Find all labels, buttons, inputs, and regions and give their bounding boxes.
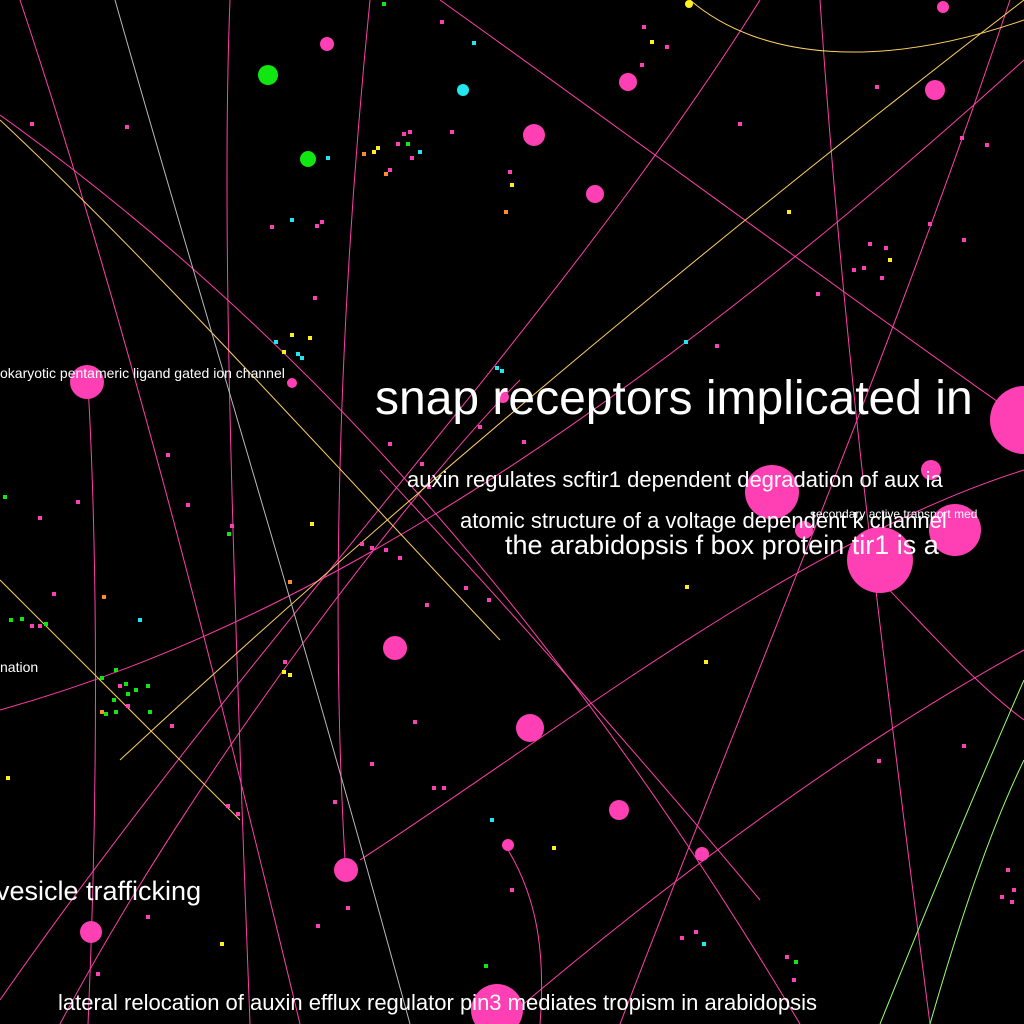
edge	[19, 0, 301, 1024]
small-nodes-green	[3, 2, 798, 968]
graph-node[interactable]	[80, 921, 102, 943]
edge	[504, 844, 543, 1024]
label-nation: nation	[0, 659, 38, 675]
graph-node[interactable]	[502, 839, 514, 851]
graph-node[interactable]	[457, 84, 469, 96]
edge	[0, 579, 241, 821]
graph-node[interactable]	[523, 124, 545, 146]
graph-node[interactable]	[300, 151, 316, 167]
graph-node[interactable]	[685, 0, 693, 8]
graph-node[interactable]	[847, 527, 913, 593]
edge	[439, 0, 1024, 421]
graph-node[interactable]	[70, 365, 104, 399]
edge	[114, 0, 411, 1024]
edge	[359, 469, 1024, 861]
graph-node[interactable]	[287, 378, 297, 388]
label-secondary-active: secondary active transport med	[810, 507, 977, 521]
graph-node[interactable]	[497, 391, 509, 403]
label-atomic-structure: atomic structure of a voltage dependent …	[460, 508, 947, 533]
nodes	[3, 0, 1024, 1024]
edge	[819, 0, 931, 1024]
graph-node[interactable]	[695, 847, 709, 861]
label-vesicle-trafficking: vesicle trafficking	[0, 876, 201, 906]
graph-node[interactable]	[471, 984, 523, 1024]
small-nodes-yellow	[6, 40, 892, 946]
small-nodes-pink	[30, 20, 1016, 982]
edge	[879, 679, 1024, 1024]
graph-node[interactable]	[990, 386, 1024, 454]
graph-node[interactable]	[609, 800, 629, 820]
edge	[499, 649, 1024, 1024]
graph-node[interactable]	[516, 714, 544, 742]
node-labels: snap receptors implicated in auxin regul…	[0, 365, 977, 1015]
small-nodes-cyan	[138, 41, 706, 946]
small-nodes-orange	[100, 152, 508, 714]
edge	[379, 469, 761, 901]
graph-node[interactable]	[320, 37, 334, 51]
graph-node[interactable]	[586, 185, 604, 203]
label-arabidopsis-fbox: the arabidopsis f box protein tir1 is a	[505, 530, 940, 560]
edge	[929, 759, 1024, 1024]
edge	[0, 59, 1024, 711]
edge	[59, 379, 521, 1024]
edge	[119, 0, 1024, 761]
graph-node[interactable]	[937, 1, 949, 13]
label-auxin-regulates: auxin regulates scftir1 dependent degrad…	[407, 467, 943, 492]
label-prokaryotic: okaryotic pentameric ligand gated ion ch…	[0, 365, 285, 381]
edge	[0, 114, 801, 1024]
graph-node[interactable]	[925, 80, 945, 100]
graph-node[interactable]	[921, 460, 941, 480]
graph-node[interactable]	[383, 636, 407, 660]
graph-node[interactable]	[258, 65, 278, 85]
graph-node[interactable]	[929, 504, 981, 556]
label-snap-receptors: snap receptors implicated in	[375, 372, 973, 425]
graph-node[interactable]	[334, 858, 358, 882]
edge	[0, 0, 761, 1001]
graph-node[interactable]	[795, 521, 813, 539]
edge	[0, 119, 501, 641]
graph-node[interactable]	[619, 73, 637, 91]
label-lateral-relocation: lateral relocation of auxin efflux regul…	[58, 990, 817, 1015]
edge	[337, 0, 371, 861]
edge	[226, 0, 251, 1024]
edge	[689, 0, 1024, 53]
edge	[619, 0, 1011, 1024]
graph-node[interactable]	[745, 465, 799, 519]
